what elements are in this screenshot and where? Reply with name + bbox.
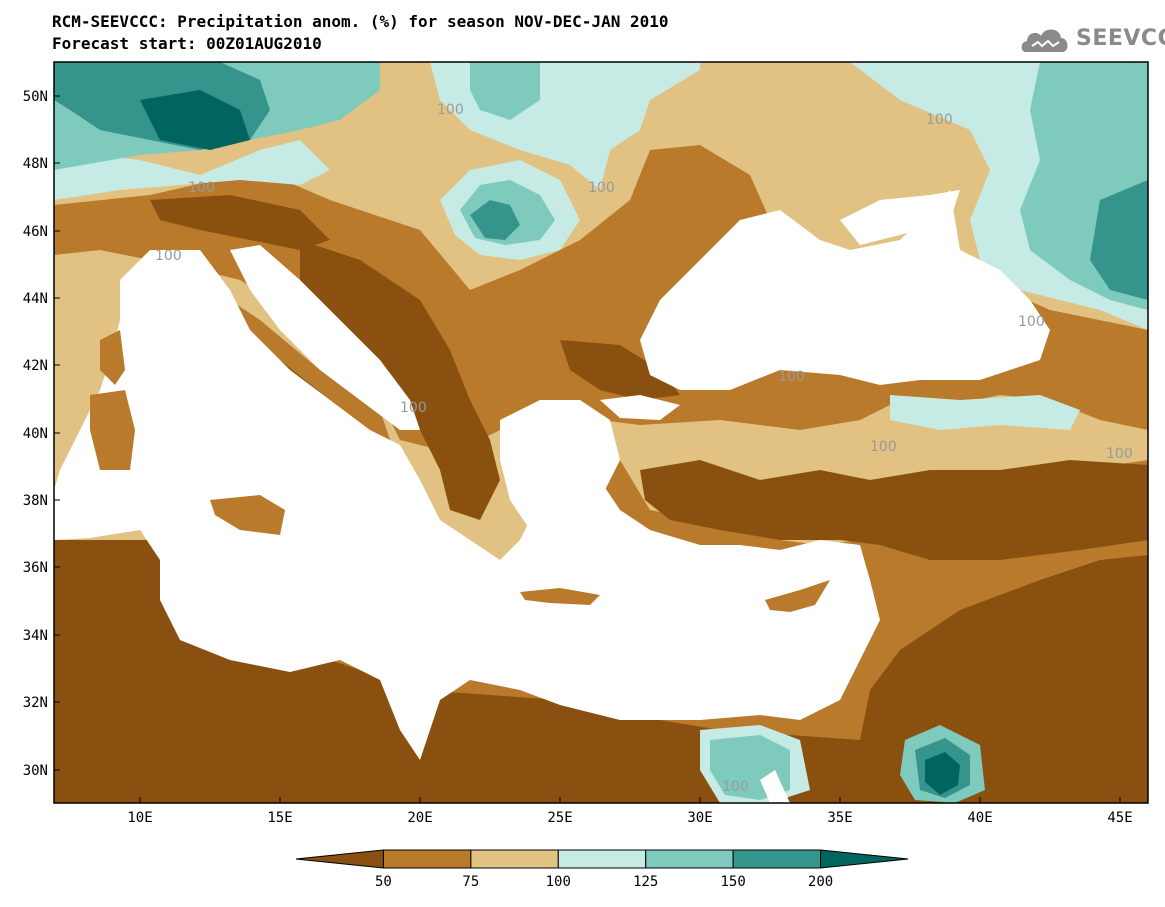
lat-tick-label: 40N	[23, 426, 48, 442]
lon-tick-label: 10E	[127, 810, 152, 826]
contour-label: 100	[1106, 446, 1133, 462]
corsica	[100, 330, 125, 385]
colorbar-swatch	[732, 849, 822, 869]
cloud-icon	[1021, 29, 1068, 52]
contour-label: 100	[778, 369, 805, 385]
contour-label: 100	[400, 400, 427, 416]
anomaly-below-50-bulgaria	[560, 340, 680, 400]
mediterranean-sea	[54, 250, 880, 760]
lat-tick-label: 32N	[23, 695, 48, 711]
colorbar-swatch	[820, 849, 909, 869]
black-sea	[640, 190, 1050, 390]
anomaly-below-50-africa	[54, 540, 1148, 803]
colorbar-label: 50	[375, 874, 392, 890]
sardinia	[90, 390, 135, 470]
colorbar-label: 200	[808, 874, 833, 890]
contour-label: 100	[1018, 314, 1045, 330]
anomaly-below-50-alps	[150, 195, 330, 250]
colorbar-label: 75	[462, 874, 479, 890]
cyprus	[765, 580, 830, 612]
lat-tick-label: 48N	[23, 156, 48, 172]
precip-field	[54, 62, 1148, 803]
anomaly-150-200-east	[1090, 180, 1148, 300]
longitude-axis: 10E 15E 20E 25E 30E 35E 40E 45E	[127, 797, 1133, 826]
lat-tick-label: 36N	[23, 560, 48, 576]
lon-tick-label: 20E	[407, 810, 432, 826]
map-title: RCM-SEEVCCC: Precipitation anom. (%) for…	[52, 12, 669, 31]
red-sea-gulf	[760, 770, 790, 803]
colorbar-swatch	[557, 849, 647, 869]
colorbar-swatch	[382, 849, 472, 869]
anomaly-below-50-anatolia	[640, 460, 1148, 560]
lon-tick-label: 25E	[547, 810, 572, 826]
lat-tick-label: 50N	[23, 89, 48, 105]
sicily	[210, 495, 285, 535]
lon-tick-label: 35E	[827, 810, 852, 826]
lat-tick-label: 46N	[23, 224, 48, 240]
lon-tick-label: 45E	[1107, 810, 1132, 826]
contour-label: 100	[588, 180, 615, 196]
colorbar-label: 100	[546, 874, 571, 890]
crete	[520, 588, 600, 605]
lat-tick-label: 44N	[23, 291, 48, 307]
anomaly-150-200-carpathian	[470, 200, 520, 240]
colorbar-label: 150	[720, 874, 745, 890]
anomaly-100-125-turkey-north	[890, 395, 1080, 430]
lat-tick-label: 38N	[23, 493, 48, 509]
contour-label: 100	[870, 439, 897, 455]
lat-tick-label: 30N	[23, 763, 48, 779]
lat-tick-label: 42N	[23, 358, 48, 374]
anomaly-above-200-north	[140, 90, 250, 150]
forecast-start-label: Forecast start: 00Z01AUG2010	[52, 34, 322, 53]
logo-text: SEEVCCC	[1076, 26, 1165, 51]
latitude-axis: 50N 48N 46N 44N 42N 40N 38N 36N 34N 32N …	[23, 89, 60, 779]
lat-tick-label: 34N	[23, 628, 48, 644]
lon-tick-label: 30E	[687, 810, 712, 826]
contour-label: 100	[437, 102, 464, 118]
lon-tick-label: 15E	[267, 810, 292, 826]
seevccc-logo: SEEVCCC	[1018, 20, 1165, 60]
colorbar-swatch	[645, 849, 734, 869]
contour-label: 100	[722, 779, 749, 795]
azov-sea	[840, 190, 960, 245]
contour-labels: 100 100 100 100 100 100 100 100 100 100 …	[155, 102, 1133, 795]
adriatic-sea	[230, 245, 420, 430]
colorbar-label: 125	[633, 874, 658, 890]
anomaly-above-200-arabia	[925, 752, 960, 795]
lon-tick-label: 40E	[967, 810, 992, 826]
anomaly-below-50-balkans	[300, 240, 500, 520]
contour-label: 100	[926, 112, 953, 128]
contour-label: 100	[188, 180, 215, 196]
colorbar-swatch	[470, 849, 559, 869]
colorbar-swatch	[295, 849, 384, 869]
aegean-sea	[500, 400, 620, 540]
contour-label: 100	[155, 248, 182, 264]
sea-of-marmara	[600, 395, 680, 420]
colorbar: 50 75 100 125 150 200	[295, 849, 909, 890]
